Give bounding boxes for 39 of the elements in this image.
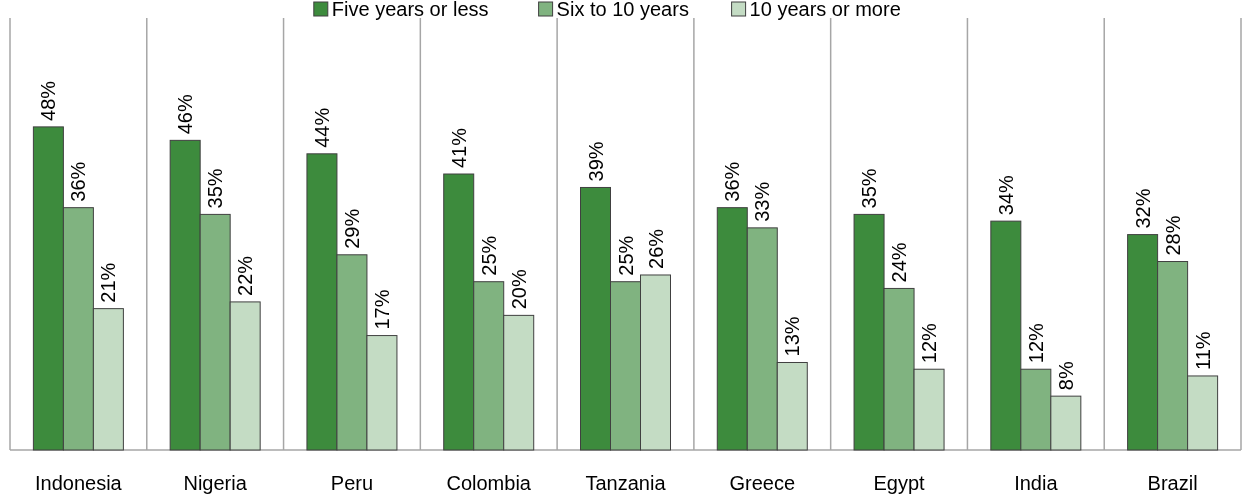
data-label: 28%: [1161, 215, 1184, 256]
data-label: 44%: [310, 107, 333, 148]
data-label: 48%: [37, 80, 60, 121]
data-label: 36%: [721, 161, 744, 202]
data-label: 35%: [858, 168, 881, 209]
x-tick-label: Brazil: [1147, 472, 1198, 494]
data-label: 17%: [370, 289, 393, 330]
legend-label: Five years or less: [331, 0, 489, 20]
data-label: 11%: [1191, 331, 1214, 370]
data-label: 12%: [918, 322, 941, 364]
data-label: 24%: [888, 242, 911, 283]
data-label: 13%: [781, 316, 804, 357]
legend-label: 10 years or more: [749, 0, 901, 20]
data-label: 25%: [477, 235, 500, 276]
x-tick-label: Tanzania: [585, 472, 667, 494]
data-label: 22%: [234, 255, 257, 296]
data-label: 21%: [97, 262, 120, 303]
x-tick-label: Indonesia: [35, 472, 123, 494]
x-tick-label: India: [1014, 472, 1059, 494]
x-tick-label: Colombia: [446, 472, 532, 494]
data-label: 8%: [1054, 361, 1077, 391]
data-label: 34%: [994, 174, 1017, 216]
data-label: 41%: [447, 127, 470, 169]
x-tick-label: Peru: [330, 472, 374, 494]
data-label: 12%: [1024, 322, 1047, 364]
x-tick-label: Egypt: [873, 472, 926, 494]
data-label: 32%: [1131, 188, 1154, 229]
legend-label: Six to 10 years: [556, 0, 689, 20]
data-label: 26%: [644, 228, 667, 269]
data-label: 46%: [174, 94, 197, 135]
data-label: 39%: [584, 141, 607, 182]
data-label: 20%: [507, 269, 530, 310]
x-tick-label: Greece: [729, 472, 796, 494]
data-label: 29%: [340, 208, 363, 249]
data-label: 35%: [204, 168, 227, 209]
data-label: 36%: [67, 161, 90, 202]
data-label: 33%: [751, 181, 774, 222]
data-label: 25%: [614, 235, 637, 276]
x-tick-label: Nigeria: [183, 472, 248, 494]
